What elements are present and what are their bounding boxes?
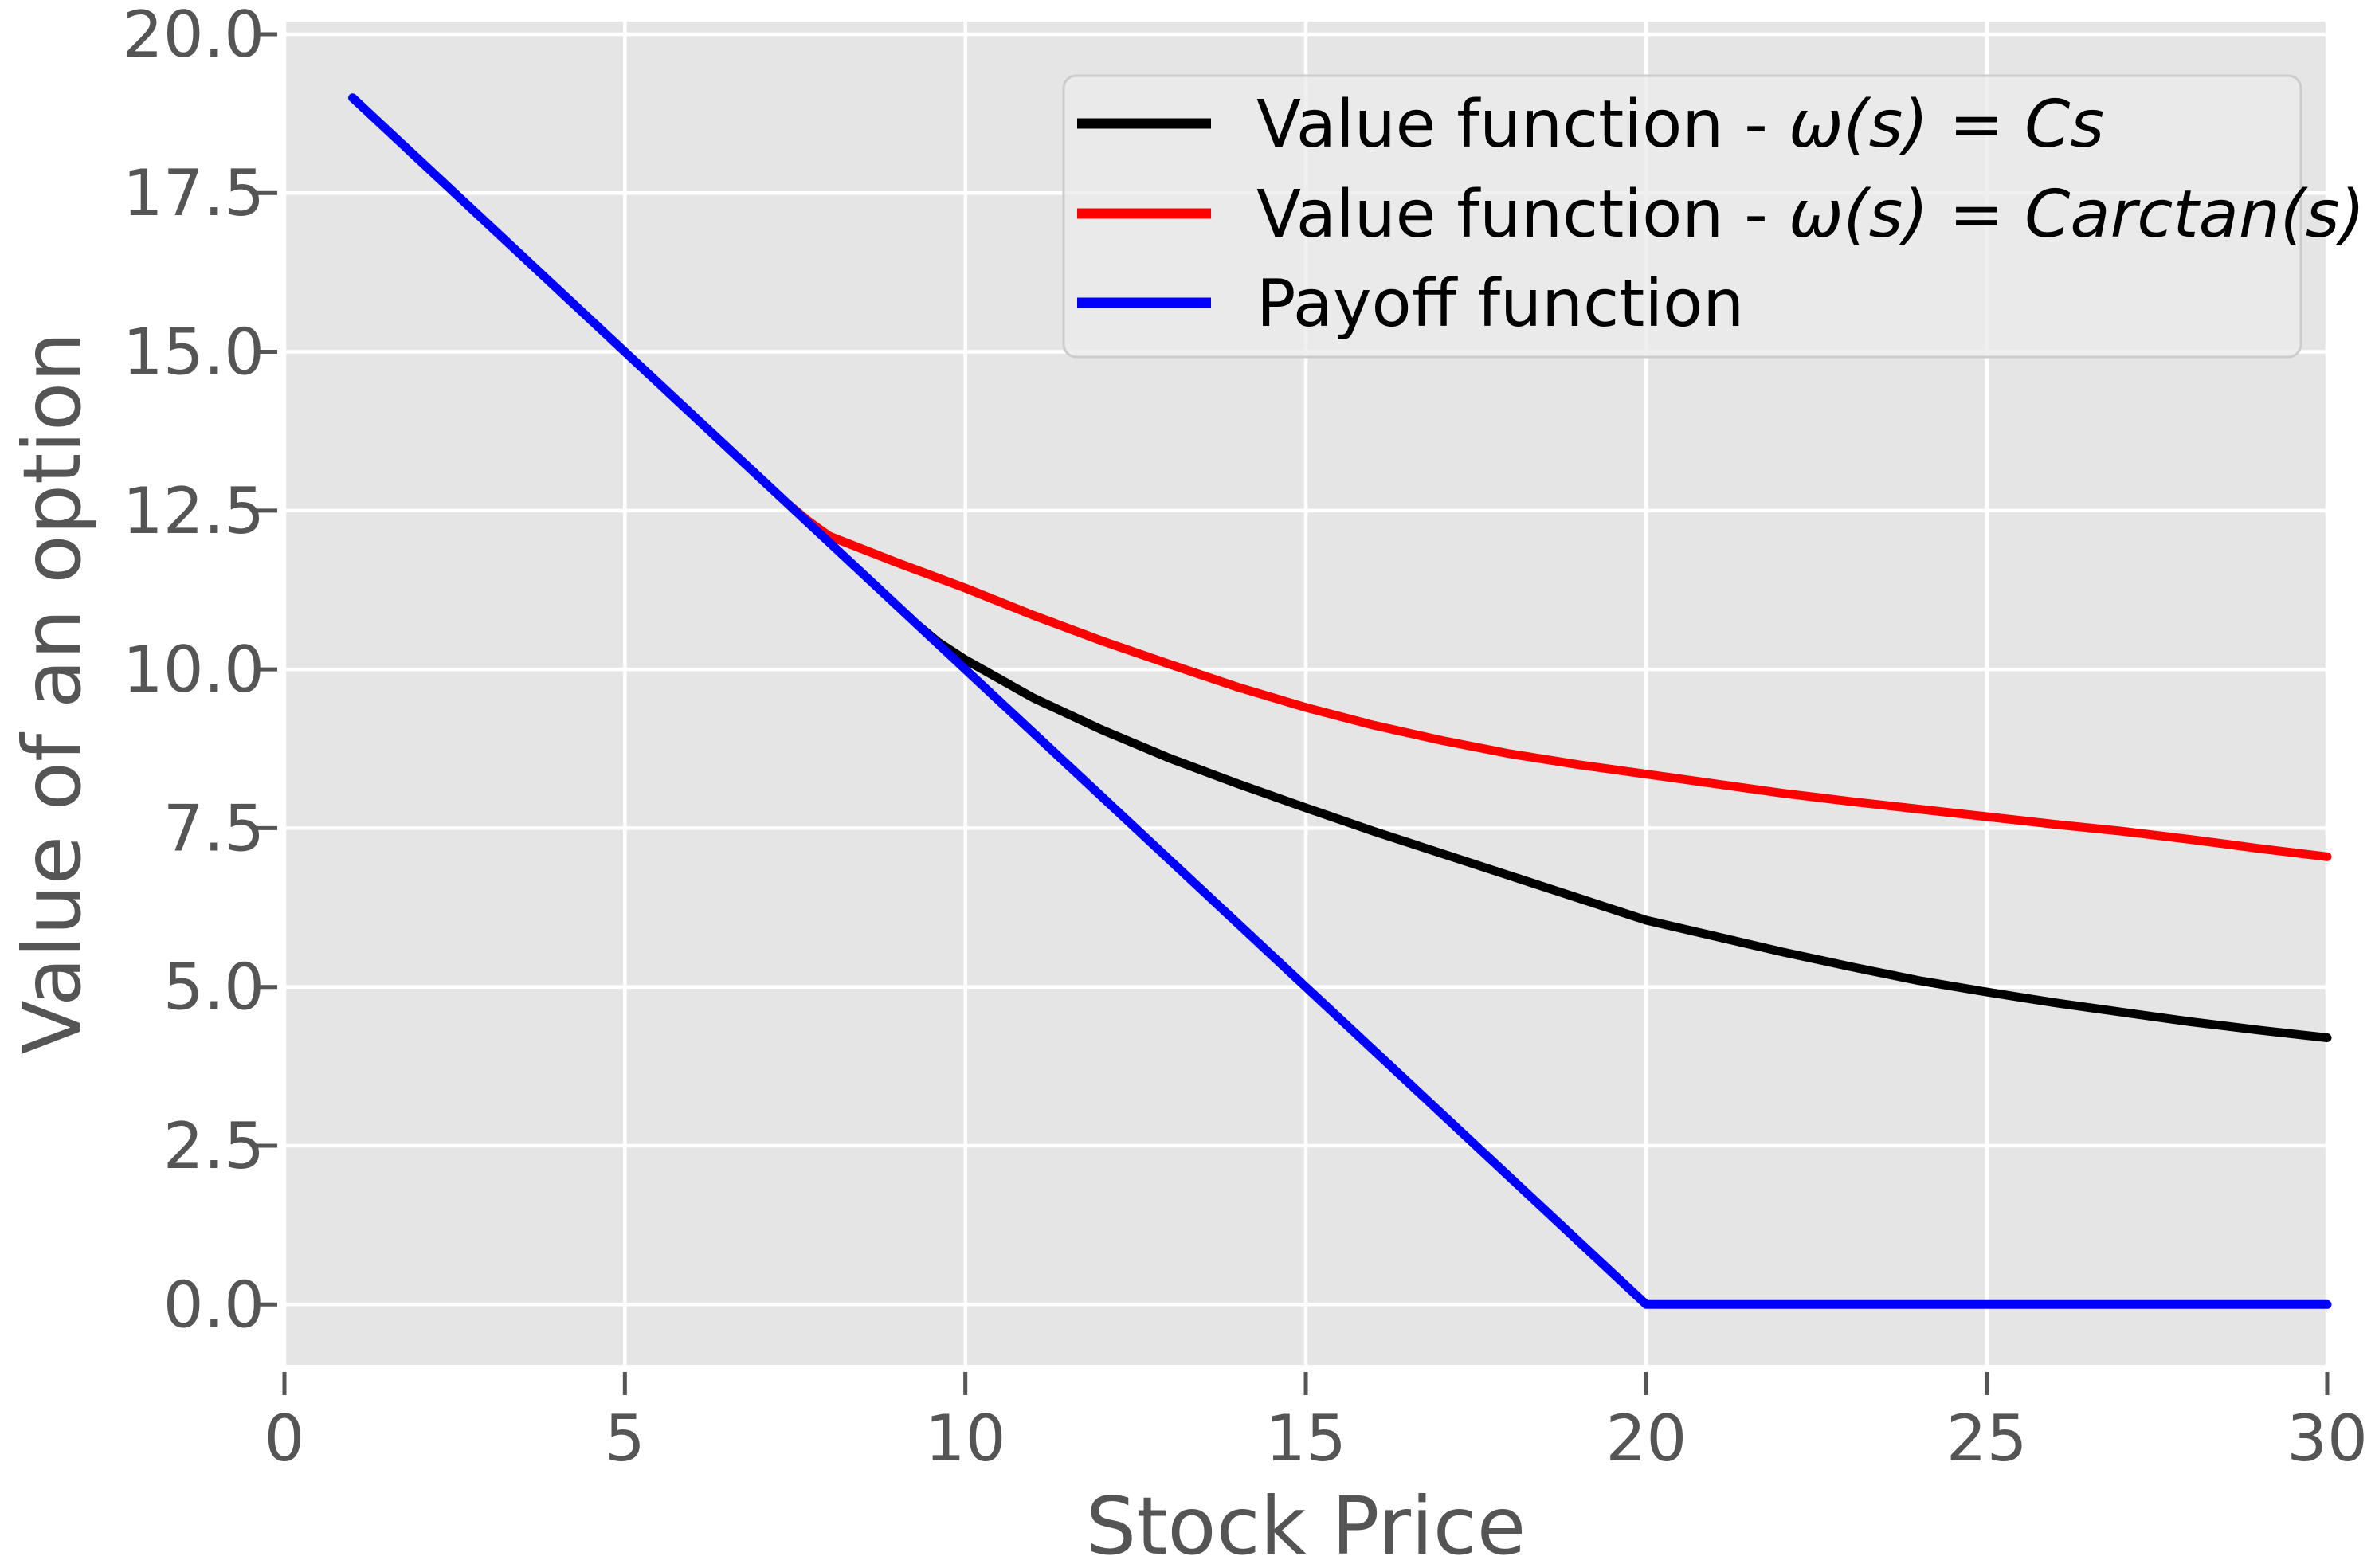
y-tick-label: 7.5 [163, 791, 265, 865]
x-axis-label: Stock Price [1086, 1480, 1527, 1568]
legend-label-value_function_arctan_omega: Value function - ω(s) = Carctan(s) [1256, 177, 2365, 253]
x-tick-label: 30 [2287, 1401, 2368, 1476]
y-tick-label: 2.5 [163, 1109, 265, 1183]
legend-box [1062, 74, 2302, 359]
y-tick-label: 20.0 [123, 0, 265, 72]
y-tick-label: 5.0 [163, 951, 265, 1025]
x-tick-label: 25 [1946, 1401, 2028, 1476]
x-tick-label: 10 [925, 1401, 1006, 1476]
series-line-payoff_function [348, 93, 2332, 1309]
x-tick-label: 5 [605, 1401, 645, 1476]
tick-layer [254, 32, 2330, 1395]
legend-label-payoff_function: Payoff function [1256, 266, 1744, 342]
y-tick-label: 15.0 [123, 316, 265, 390]
series-line-value_function_arctan_omega [784, 500, 2332, 861]
x-tick-label: 15 [1265, 1401, 1346, 1476]
y-tick-label: 0.0 [163, 1268, 265, 1342]
tick-label-layer: 0 5 10 15 20 25 30 0.0 2.5 5.0 7.5 10.0 12.5 15.0 17.5… [123, 0, 2368, 1476]
series-line-value_function_linear_omega [913, 620, 2332, 1042]
y-tick-label: 10.0 [123, 633, 265, 707]
legend-label-value_function_linear_omega: Value function - ω(s) = Cs [1256, 87, 2104, 163]
y-tick-label: 17.5 [123, 156, 265, 230]
x-tick-label: 20 [1605, 1401, 1687, 1476]
y-axis-label: Value of an option [6, 331, 99, 1054]
legend: Value function - ω(s) = Cs Value function… [1062, 74, 2365, 359]
x-tick-label: 0 [265, 1401, 305, 1476]
series-layer [348, 93, 2332, 1309]
legend-entries: Value function - ω(s) = Cs Value function… [1077, 87, 2365, 342]
y-tick-label: 12.5 [123, 474, 265, 548]
